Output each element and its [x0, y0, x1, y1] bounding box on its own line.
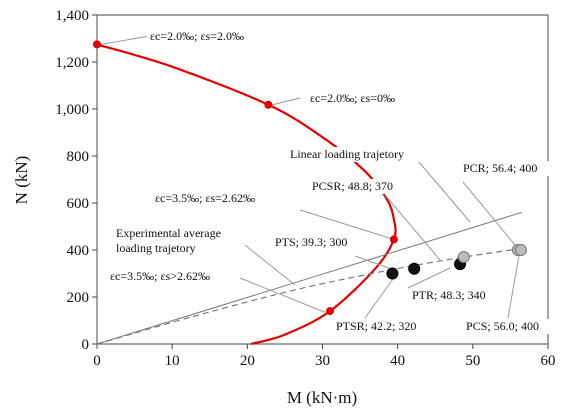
specimen-marker [386, 267, 399, 280]
x-tick-label: 40 [390, 353, 405, 369]
experimental-trajectory-label-bg [113, 241, 225, 256]
leader-line [364, 271, 399, 319]
specimen-label: PCS; 56.0; 400 [466, 319, 539, 333]
specimen-label-bg [460, 161, 554, 176]
x-tick-label: 50 [465, 353, 480, 369]
leader-line [272, 97, 301, 106]
y-tick-label: 200 [67, 290, 90, 306]
experimental-trajectory-label: loading trajetory [116, 241, 196, 255]
limit-point-marker [326, 307, 335, 316]
y-tick-label: 800 [67, 149, 90, 165]
leader-line [100, 35, 151, 45]
specimen-label: PTS; 39.3; 300 [275, 235, 347, 249]
marker-group [93, 40, 527, 316]
limit-label: εc=3.5‰; εs=2.62‰ [155, 191, 255, 205]
limit-label-bg [147, 29, 253, 44]
experimental-trajectory-label: Experimental average [116, 226, 221, 240]
y-tick-label: 1,200 [55, 55, 89, 71]
limit-label-bg [107, 269, 219, 284]
specimen-label-bg [272, 235, 366, 250]
limit-label: εc=3.5‰; εs>2.62‰ [110, 269, 210, 283]
experimental-trajectory-line [96, 248, 518, 345]
specimen-label: PTSR; 42.2; 320 [336, 319, 416, 333]
x-tick-label: 30 [315, 353, 330, 369]
specimen-label-bg [333, 319, 433, 334]
experimental-trajectory-label-bg [113, 226, 243, 241]
x-axis-title: M (kN·m) [287, 388, 357, 407]
limit-point-marker [93, 40, 101, 49]
leader-line [412, 154, 471, 223]
leader-line [407, 267, 451, 289]
leader-line [239, 277, 328, 314]
limit-label: εc=2.0‰; εs=0‰ [310, 91, 395, 105]
limit-label-bg [307, 91, 401, 106]
leader-line [507, 249, 521, 319]
y-tick-label: 0 [82, 337, 90, 353]
linear-trajectory-label: Linear loading trajetory [290, 147, 404, 161]
linear-trajectory-label-bg [287, 147, 442, 162]
axis-ticks: 0 10 20 30 40 50 6002004006008001,0001,2001,40… [55, 8, 555, 369]
leader-line [354, 255, 395, 271]
label-group: εc=2.0‰; εs=2.0‰ εc=2.0‰; εs=0‰ εc=3.5‰; ε… [107, 29, 557, 334]
x-tick-label: 10 [165, 353, 180, 369]
specimen-label-bg [309, 179, 409, 194]
linear-trajectory-line [96, 211, 522, 345]
limit-point-marker [264, 100, 273, 109]
leader-line [244, 244, 296, 286]
specimen-label: PCSR; 48.8; 370 [312, 179, 393, 193]
y-tick-label: 1,000 [55, 102, 89, 118]
leader-line [299, 209, 395, 240]
limit-label-bg [152, 191, 264, 206]
limit-point-marker [389, 235, 398, 244]
specimen-label-bg [463, 319, 557, 334]
specimen-label: PTR; 48.3; 340 [412, 288, 486, 302]
specimen-label-bg [409, 288, 503, 303]
specimen-marker [457, 251, 470, 264]
y-tick-label: 1,400 [55, 8, 89, 24]
x-tick-label: 0 [93, 353, 101, 369]
specimen-marker [514, 244, 527, 256]
y-tick-label: 600 [67, 196, 90, 212]
leader-line [462, 181, 516, 246]
leader-line [384, 194, 441, 261]
x-tick-label: 20 [240, 353, 255, 369]
leader-lines [100, 35, 521, 319]
limit-label: εc=2.0‰; εs=2.0‰ [150, 29, 244, 43]
y-tick-label: 400 [67, 243, 90, 259]
x-tick-label: 60 [541, 353, 556, 369]
specimen-label: PCR; 56.4; 400 [463, 161, 537, 175]
specimen-marker [408, 262, 421, 275]
y-axis-title: N (kN) [12, 156, 31, 205]
